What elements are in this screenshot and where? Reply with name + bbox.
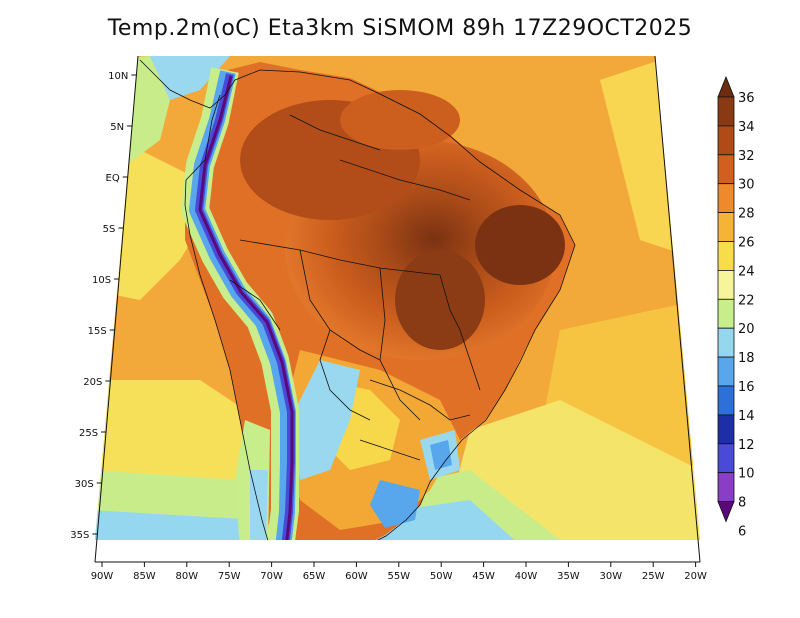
colorbar-segment — [717, 414, 735, 445]
lon-tick-label: 70W — [260, 571, 283, 582]
latitude-axis: 10N 5N EQ 5S 10S 15S 20S 25S 30S 35S — [70, 71, 137, 541]
lat-tick-label: 5N — [110, 122, 124, 133]
colorbar-label: 18 — [738, 351, 755, 366]
lon-tick-label: 80W — [175, 571, 198, 582]
colorbar-label: 36 — [738, 91, 755, 106]
colorbar-segment — [717, 269, 735, 300]
lat-tick-label: 15S — [88, 326, 107, 337]
colorbar-label: 12 — [738, 438, 755, 453]
colorbar-segment — [717, 298, 735, 329]
temperature-field — [95, 56, 700, 540]
lon-tick-label: 25W — [642, 571, 665, 582]
colorbar-label: 20 — [738, 322, 755, 337]
colorbar-segment — [717, 183, 735, 213]
colorbar-segment — [717, 443, 735, 474]
lat-tick-label: 10S — [92, 275, 111, 286]
colorbar-segment — [717, 356, 735, 387]
colorbar-label: 28 — [738, 207, 755, 222]
colorbar-label: 6 — [738, 525, 746, 540]
colorbar-segment — [717, 385, 735, 416]
lon-tick-label: 30W — [599, 571, 622, 582]
colorbar-label: 8 — [738, 496, 746, 511]
colorbar-label: 32 — [738, 149, 755, 164]
lat-tick-label: 30S — [75, 479, 94, 490]
coastlines-borders — [139, 59, 576, 540]
lat-tick-label: EQ — [106, 173, 120, 184]
lon-tick-label: 90W — [91, 571, 114, 582]
lon-tick-label: 40W — [515, 571, 538, 582]
colorbar-segment — [717, 125, 735, 156]
lat-tick-label: 20S — [83, 377, 102, 388]
lat-tick-label: 25S — [79, 428, 98, 439]
lon-tick-label: 75W — [218, 571, 241, 582]
colorbar-segment — [717, 472, 735, 503]
colorbar-label: 16 — [738, 380, 755, 395]
colorbar-label: 34 — [738, 120, 755, 135]
colorbar-segment — [717, 154, 735, 185]
lat-tick-label: 5S — [103, 224, 116, 235]
lon-tick-label: 45W — [472, 571, 495, 582]
colorbar-segment — [717, 241, 735, 271]
lon-tick-label: 85W — [133, 571, 156, 582]
colorbar-label: 24 — [738, 264, 755, 279]
map-frame — [94, 55, 701, 563]
lon-tick-label: 65W — [303, 571, 326, 582]
colorbar-label: 30 — [738, 178, 755, 193]
lon-tick-label: 50W — [430, 571, 453, 582]
longitude-axis: 90W 85W 80W 75W 70W 65W 60W 55W 50W 45W 40W 35W 30W 2… — [91, 562, 707, 582]
lon-tick-label: 20W — [684, 571, 707, 582]
colorbar-segment — [717, 327, 735, 358]
colorbar-label: 22 — [738, 293, 755, 308]
lon-tick-label: 55W — [387, 571, 410, 582]
lat-tick-label: 10N — [108, 71, 128, 82]
colorbar-label: 26 — [738, 236, 755, 251]
lon-tick-label: 60W — [345, 571, 368, 582]
lat-tick-label: 35S — [70, 530, 89, 541]
colorbar-label: 14 — [738, 409, 755, 424]
map-title: Temp.2m(oC) Eta3km SiSMOM 89h 17Z29OCT20… — [107, 16, 693, 41]
colorbar-top-arrow — [717, 75, 735, 98]
colorbar: 36 34 32 30 28 26 24 22 20 18 16 14 12 10 8 6 — [717, 75, 755, 540]
colorbar-segment — [717, 96, 735, 127]
colorbar-label: 10 — [738, 467, 755, 482]
colorbar-segment — [717, 212, 735, 242]
colorbar-bottom-arrow — [717, 501, 735, 523]
lon-tick-label: 35W — [557, 571, 580, 582]
